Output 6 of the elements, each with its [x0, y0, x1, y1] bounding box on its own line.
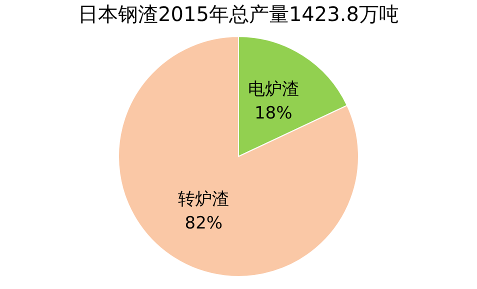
slice-label: 转炉渣 — [178, 189, 230, 210]
data-label: 18% — [254, 104, 292, 124]
data-label: 82% — [184, 213, 223, 234]
chart-title: 日本钢渣2015年总产量1423.8万吨 — [78, 2, 399, 26]
slice-label: 电炉渣 — [248, 80, 299, 100]
pie-slice — [118, 36, 359, 277]
